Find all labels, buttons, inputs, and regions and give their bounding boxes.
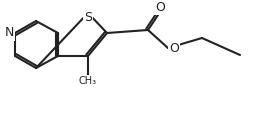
Text: CH₃: CH₃ <box>79 76 97 86</box>
Text: N: N <box>5 27 14 40</box>
Text: O: O <box>155 1 165 14</box>
Text: O: O <box>169 42 179 55</box>
Text: S: S <box>84 11 92 24</box>
